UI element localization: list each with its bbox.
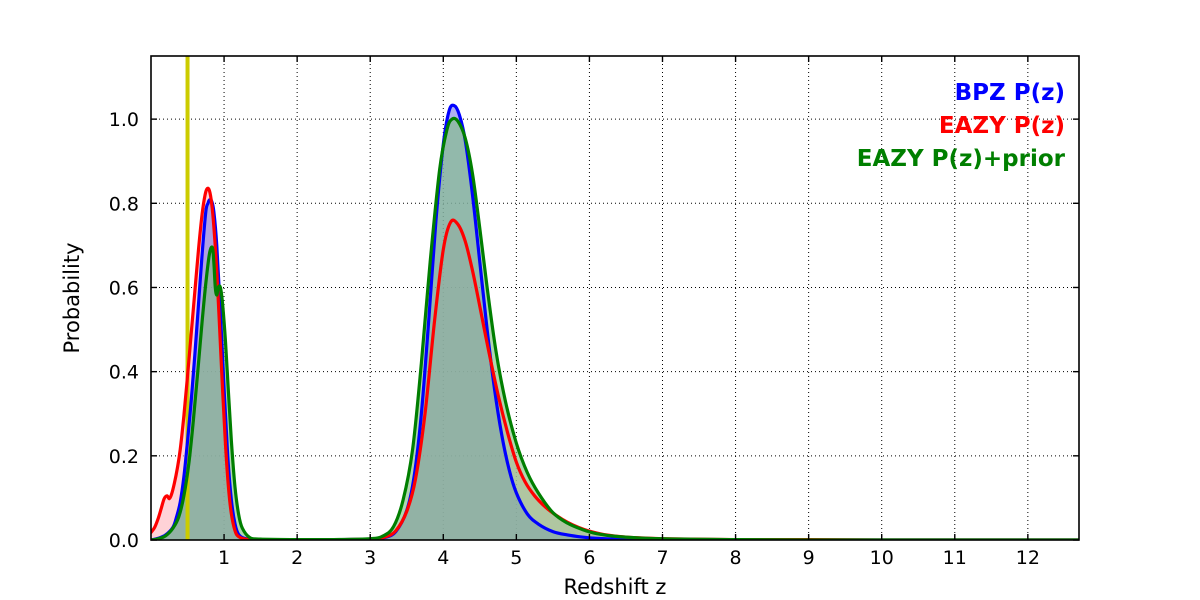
legend: BPZ P(z) EAZY P(z) EAZY P(z)+prior [857,80,1066,172]
y-tick-label: 0.6 [109,277,139,299]
plot-area-background [151,56,1079,540]
x-tick-label: 11 [943,547,967,569]
x-axis-title: Redshift z [564,575,667,599]
y-tick-label: 0.4 [109,362,139,384]
x-tick-label: 10 [870,547,894,569]
x-tick-labels: 1 2 3 4 5 6 7 8 9 10 11 12 [218,547,1040,569]
plot-border [150,55,1080,541]
series-line-2 [151,116,1079,540]
x-tick-label: 4 [437,547,449,569]
y-tick-label: 0.2 [109,446,139,468]
y-tick-labels: 0.0 0.2 0.4 0.6 0.8 1.0 [109,109,139,552]
x-tick-label: 9 [803,547,815,569]
legend-item-2: EAZY P(z)+prior [857,146,1066,172]
y-tick-label: 0.0 [109,530,139,552]
x-tick-label: 5 [510,547,522,569]
y-tick-label: 0.8 [109,193,139,215]
x-tick-label: 7 [656,547,668,569]
axis-spines [150,55,1080,541]
y-tick-label: 1.0 [109,109,139,131]
legend-item-1: EAZY P(z) [939,113,1065,139]
axis-ticks [151,56,1079,541]
legend-item-0: BPZ P(z) [955,80,1065,106]
x-tick-label: 1 [218,547,230,569]
gridlines [151,56,1079,540]
x-tick-label: 3 [364,547,376,569]
x-tick-label: 12 [1016,547,1040,569]
x-tick-label: 6 [583,547,595,569]
x-tick-label: 2 [291,547,303,569]
y-axis-title: Probability [60,242,84,353]
x-tick-label: 8 [730,547,742,569]
